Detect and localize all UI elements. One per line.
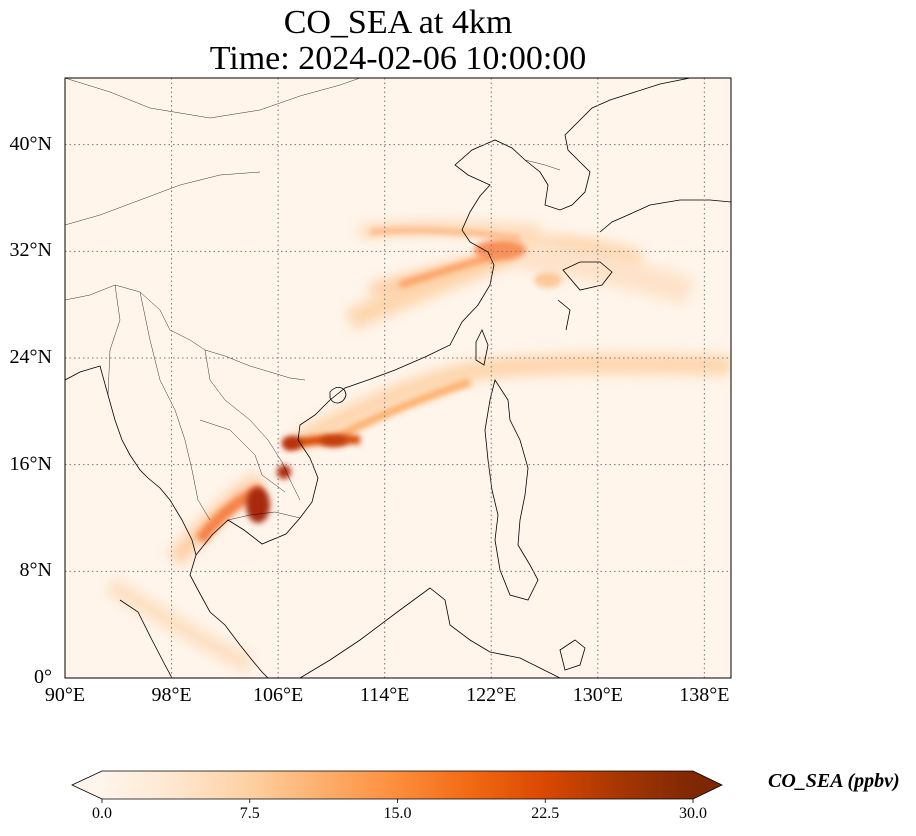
- map-background: [65, 78, 731, 678]
- coastline-borneo: [299, 587, 561, 678]
- hotspot-cambodia: [246, 487, 270, 523]
- coastline-mainland-southeast-asia: [65, 365, 269, 678]
- country-borders: [65, 78, 561, 521]
- border-laos-vietnam: [204, 349, 301, 501]
- gridlines: [65, 78, 731, 678]
- lon-tick-label-6: 138°E: [679, 684, 730, 706]
- map-title: CO_SEA at 4km: [283, 4, 513, 41]
- coastline-sulawesi: [559, 639, 586, 671]
- coastline-japan-honshu: [599, 199, 731, 233]
- colorbar-extend-lower: [72, 771, 102, 799]
- lat-tick-label-5: 40°N: [9, 132, 52, 155]
- hotspot-tonkin: [320, 435, 348, 447]
- lon-tick-label-2: 106°E: [253, 684, 304, 706]
- coastline-sumatra: [119, 599, 173, 678]
- lon-tick-label-3: 114°E: [359, 684, 410, 706]
- coastlines: [65, 78, 731, 678]
- coastline-ryukyu: [557, 299, 571, 331]
- colorbar: [102, 771, 693, 799]
- lon-tick-label-4: 122°E: [466, 684, 517, 706]
- lon-tick-label-5: 130°E: [572, 684, 623, 706]
- colorbar-tick-label-0: 0.0: [92, 805, 112, 822]
- map-time-subtitle: Time: 2024-02-06 10:00:00: [209, 40, 587, 77]
- coastline-china-korea: [195, 78, 691, 556]
- hotspot-vietnam-north: [282, 436, 302, 450]
- coastline-hainan: [329, 387, 347, 404]
- lat-tick-label-0: 0°: [34, 666, 52, 688]
- colorbar-tick-label-1: 7.5: [239, 805, 260, 822]
- hotspot-laos: [277, 465, 291, 479]
- lat-tick-label-4: 32°N: [9, 239, 52, 262]
- border-korea: [524, 159, 561, 171]
- plume-core-scs: [328, 378, 472, 444]
- map-frame: [64, 77, 732, 679]
- colorbar-tick-label-3: 22.5: [531, 805, 560, 822]
- plume-malay: [105, 577, 255, 674]
- colorbar-extend-upper: [693, 771, 722, 799]
- colorbar-tick-label-4: 30.0: [679, 805, 707, 822]
- border-mongolia: [65, 78, 361, 119]
- coastline-taiwan: [475, 329, 489, 366]
- border-thailand-laos: [199, 419, 286, 493]
- concentration-field: [65, 78, 731, 678]
- border-cambodia-vietnam: [227, 511, 301, 521]
- plume-south-china-sea: [295, 353, 731, 449]
- plume-core-north: [369, 227, 521, 241]
- lat-tick-label-1: 8°N: [19, 559, 52, 582]
- border-myanmar-thailand: [139, 291, 211, 521]
- colorbar-label: CO_SEA (ppbv): [768, 770, 900, 792]
- lat-tick-label-2: 16°N: [9, 452, 52, 475]
- border-myanmar-india: [107, 284, 121, 396]
- coastline-kyushu: [562, 261, 613, 291]
- border-china-west: [65, 171, 261, 226]
- colorbar-tick-label-2: 15.0: [383, 805, 412, 822]
- colorbar-tickmarks: [101, 799, 694, 803]
- hotspot-east-china-sea: [534, 272, 562, 288]
- lon-tick-label-0: 90°E: [44, 684, 86, 706]
- lat-tick-label-3: 24°N: [9, 346, 52, 368]
- lon-tick-label-1: 98°E: [151, 684, 192, 706]
- hotspot-shanghai: [474, 240, 526, 260]
